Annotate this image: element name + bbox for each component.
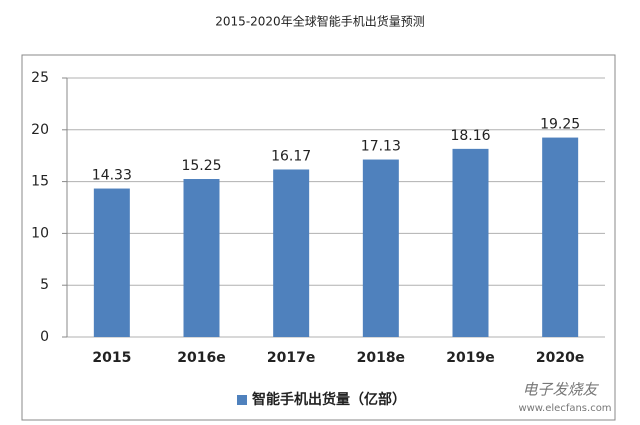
value-label: 16.17 — [271, 148, 311, 164]
y-tick-label: 5 — [40, 277, 49, 293]
x-tick-label: 2015 — [92, 350, 131, 366]
bar — [452, 148, 489, 337]
bar — [273, 169, 310, 337]
value-label: 19.25 — [540, 117, 580, 133]
value-label: 18.16 — [450, 128, 490, 144]
value-label: 14.33 — [92, 168, 132, 184]
x-tick-label: 2016e — [177, 350, 225, 366]
x-tick-label: 2020e — [536, 350, 584, 366]
bar — [362, 159, 399, 337]
legend-label: 智能手机出货量（亿部） — [251, 391, 406, 408]
x-tick-label: 2019e — [446, 350, 494, 366]
legend-swatch — [237, 395, 247, 405]
y-tick-label: 15 — [31, 174, 49, 190]
watermark-url: www.elecfans.com — [518, 403, 611, 414]
y-tick-label: 25 — [31, 70, 49, 86]
y-tick-label: 10 — [31, 225, 49, 241]
x-tick-label: 2017e — [267, 350, 315, 366]
y-tick-label: 0 — [40, 329, 49, 345]
watermark-title: 电子发烧友 — [522, 381, 599, 399]
bar — [93, 188, 130, 337]
value-label: 17.13 — [361, 139, 401, 155]
x-tick-label: 2018e — [357, 350, 405, 366]
value-label: 15.25 — [181, 158, 221, 174]
bar — [542, 137, 579, 337]
chart-title: 2015-2020年全球智能手机出货量预测 — [215, 14, 424, 29]
y-tick-label: 20 — [31, 122, 49, 138]
bar — [183, 179, 220, 337]
